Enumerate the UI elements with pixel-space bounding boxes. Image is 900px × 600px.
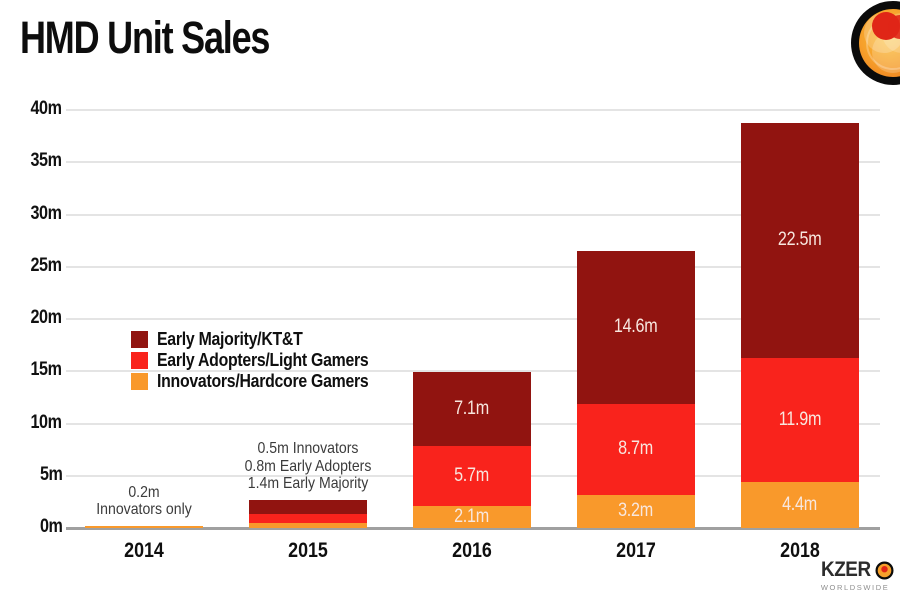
legend-row: Early Majority/KT&T <box>131 329 397 350</box>
y-tick-label: 30m <box>0 203 62 225</box>
kzero-o-logo-icon <box>875 561 894 579</box>
bar-segment <box>249 522 367 528</box>
y-tick-label: 40m <box>0 98 62 120</box>
annotation-line: 0.8m Early Adopters <box>244 457 372 475</box>
bar-segment: 7.1m <box>413 372 531 447</box>
bar-value-label: 14.6m <box>614 316 658 338</box>
y-tick-label: 0m <box>0 516 63 538</box>
legend-row: Early Adopters/Light Gamers <box>131 350 397 371</box>
brand-subtitle: WORLDSWIDE <box>820 583 890 592</box>
x-tick-label: 2018 <box>780 539 820 562</box>
gridline <box>66 161 880 164</box>
bar-value-label: 7.1m <box>454 398 490 420</box>
y-tick-text: 40m <box>30 98 62 119</box>
y-tick-label: 25m <box>0 255 62 277</box>
bar-segment: 11.9m <box>741 357 859 482</box>
bar-value-label: 22.5m <box>778 229 822 251</box>
gridline <box>66 265 880 268</box>
x-tick-label: 2017 <box>616 539 656 562</box>
bar-value-label: 4.4m <box>782 494 818 515</box>
x-tick-label: 2014 <box>124 539 164 562</box>
y-tick-label: 5m <box>0 463 63 486</box>
annotation-line: 0.5m Innovators <box>257 440 359 458</box>
bar-value-label: 11.9m <box>778 408 822 430</box>
gridline <box>66 370 880 373</box>
kzero-logo-icon <box>851 1 900 85</box>
bar-segment <box>249 499 367 515</box>
bar-segment: 5.7m <box>413 446 531 507</box>
bar-segment: 22.5m <box>741 122 859 358</box>
page-title: HMD Unit Sales <box>20 12 270 63</box>
y-tick-text: 15m <box>30 359 62 381</box>
bar-segment: 8.7m <box>577 403 695 495</box>
bar-segment: 14.6m <box>577 251 695 404</box>
bar-annotation: 0.5m Innovators 0.8m Early Adopters 1.4m E… <box>245 440 372 493</box>
x-tick-label: 2016 <box>452 539 492 562</box>
gridline <box>66 109 880 111</box>
legend-swatch-icon <box>131 352 148 369</box>
y-tick-text: 5m <box>39 463 63 485</box>
brand-name-text: KZER <box>820 558 871 581</box>
bar-value-label: 3.2m <box>618 500 654 522</box>
legend-row: Innovators/Hardcore Gamers <box>131 371 397 392</box>
y-tick-text: 35m <box>30 150 62 172</box>
annotation-line: 1.4m Early Majority <box>247 475 369 493</box>
x-axis-baseline <box>66 527 880 530</box>
bar-segment: 4.4m <box>741 482 859 528</box>
bar-segment <box>249 514 367 523</box>
gridline <box>66 318 880 320</box>
y-tick-text: 25m <box>30 254 62 276</box>
y-tick-label: 15m <box>0 359 62 381</box>
kzero-brand-block: KZER WORLDSWIDE <box>821 558 894 592</box>
y-tick-text: 10m <box>30 411 62 433</box>
bar-value-label: 5.7m <box>454 465 490 487</box>
y-tick-text: 30m <box>30 202 62 224</box>
legend-label: Early Adopters/Light Gamers <box>157 350 369 370</box>
legend-label: Early Majority/KT&T <box>157 329 303 349</box>
y-tick-label: 35m <box>0 150 62 172</box>
y-tick-label: 20m <box>0 307 62 329</box>
bar-segment <box>85 525 203 528</box>
y-tick-label: 10m <box>0 412 62 434</box>
legend-swatch-icon <box>131 373 148 390</box>
x-tick-label: 2015 <box>288 539 328 562</box>
annotation-line: Innovators only <box>96 501 192 519</box>
bar-value-label: 2.1m <box>454 506 490 528</box>
y-tick-text: 20m <box>30 307 62 328</box>
bar-value-label: 8.7m <box>618 438 654 460</box>
legend: Early Majority/KT&T Early Adopters/Light … <box>131 329 397 392</box>
legend-swatch-icon <box>131 331 148 348</box>
y-tick-text: 0m <box>39 516 63 537</box>
bar-segment: 3.2m <box>577 494 695 528</box>
gridline <box>66 213 880 216</box>
bar-segment: 2.1m <box>413 506 531 528</box>
legend-label: Innovators/Hardcore Gamers <box>157 371 369 391</box>
annotation-line: 0.2m <box>128 483 160 501</box>
bar-annotation: 0.2m Innovators only <box>96 484 191 519</box>
